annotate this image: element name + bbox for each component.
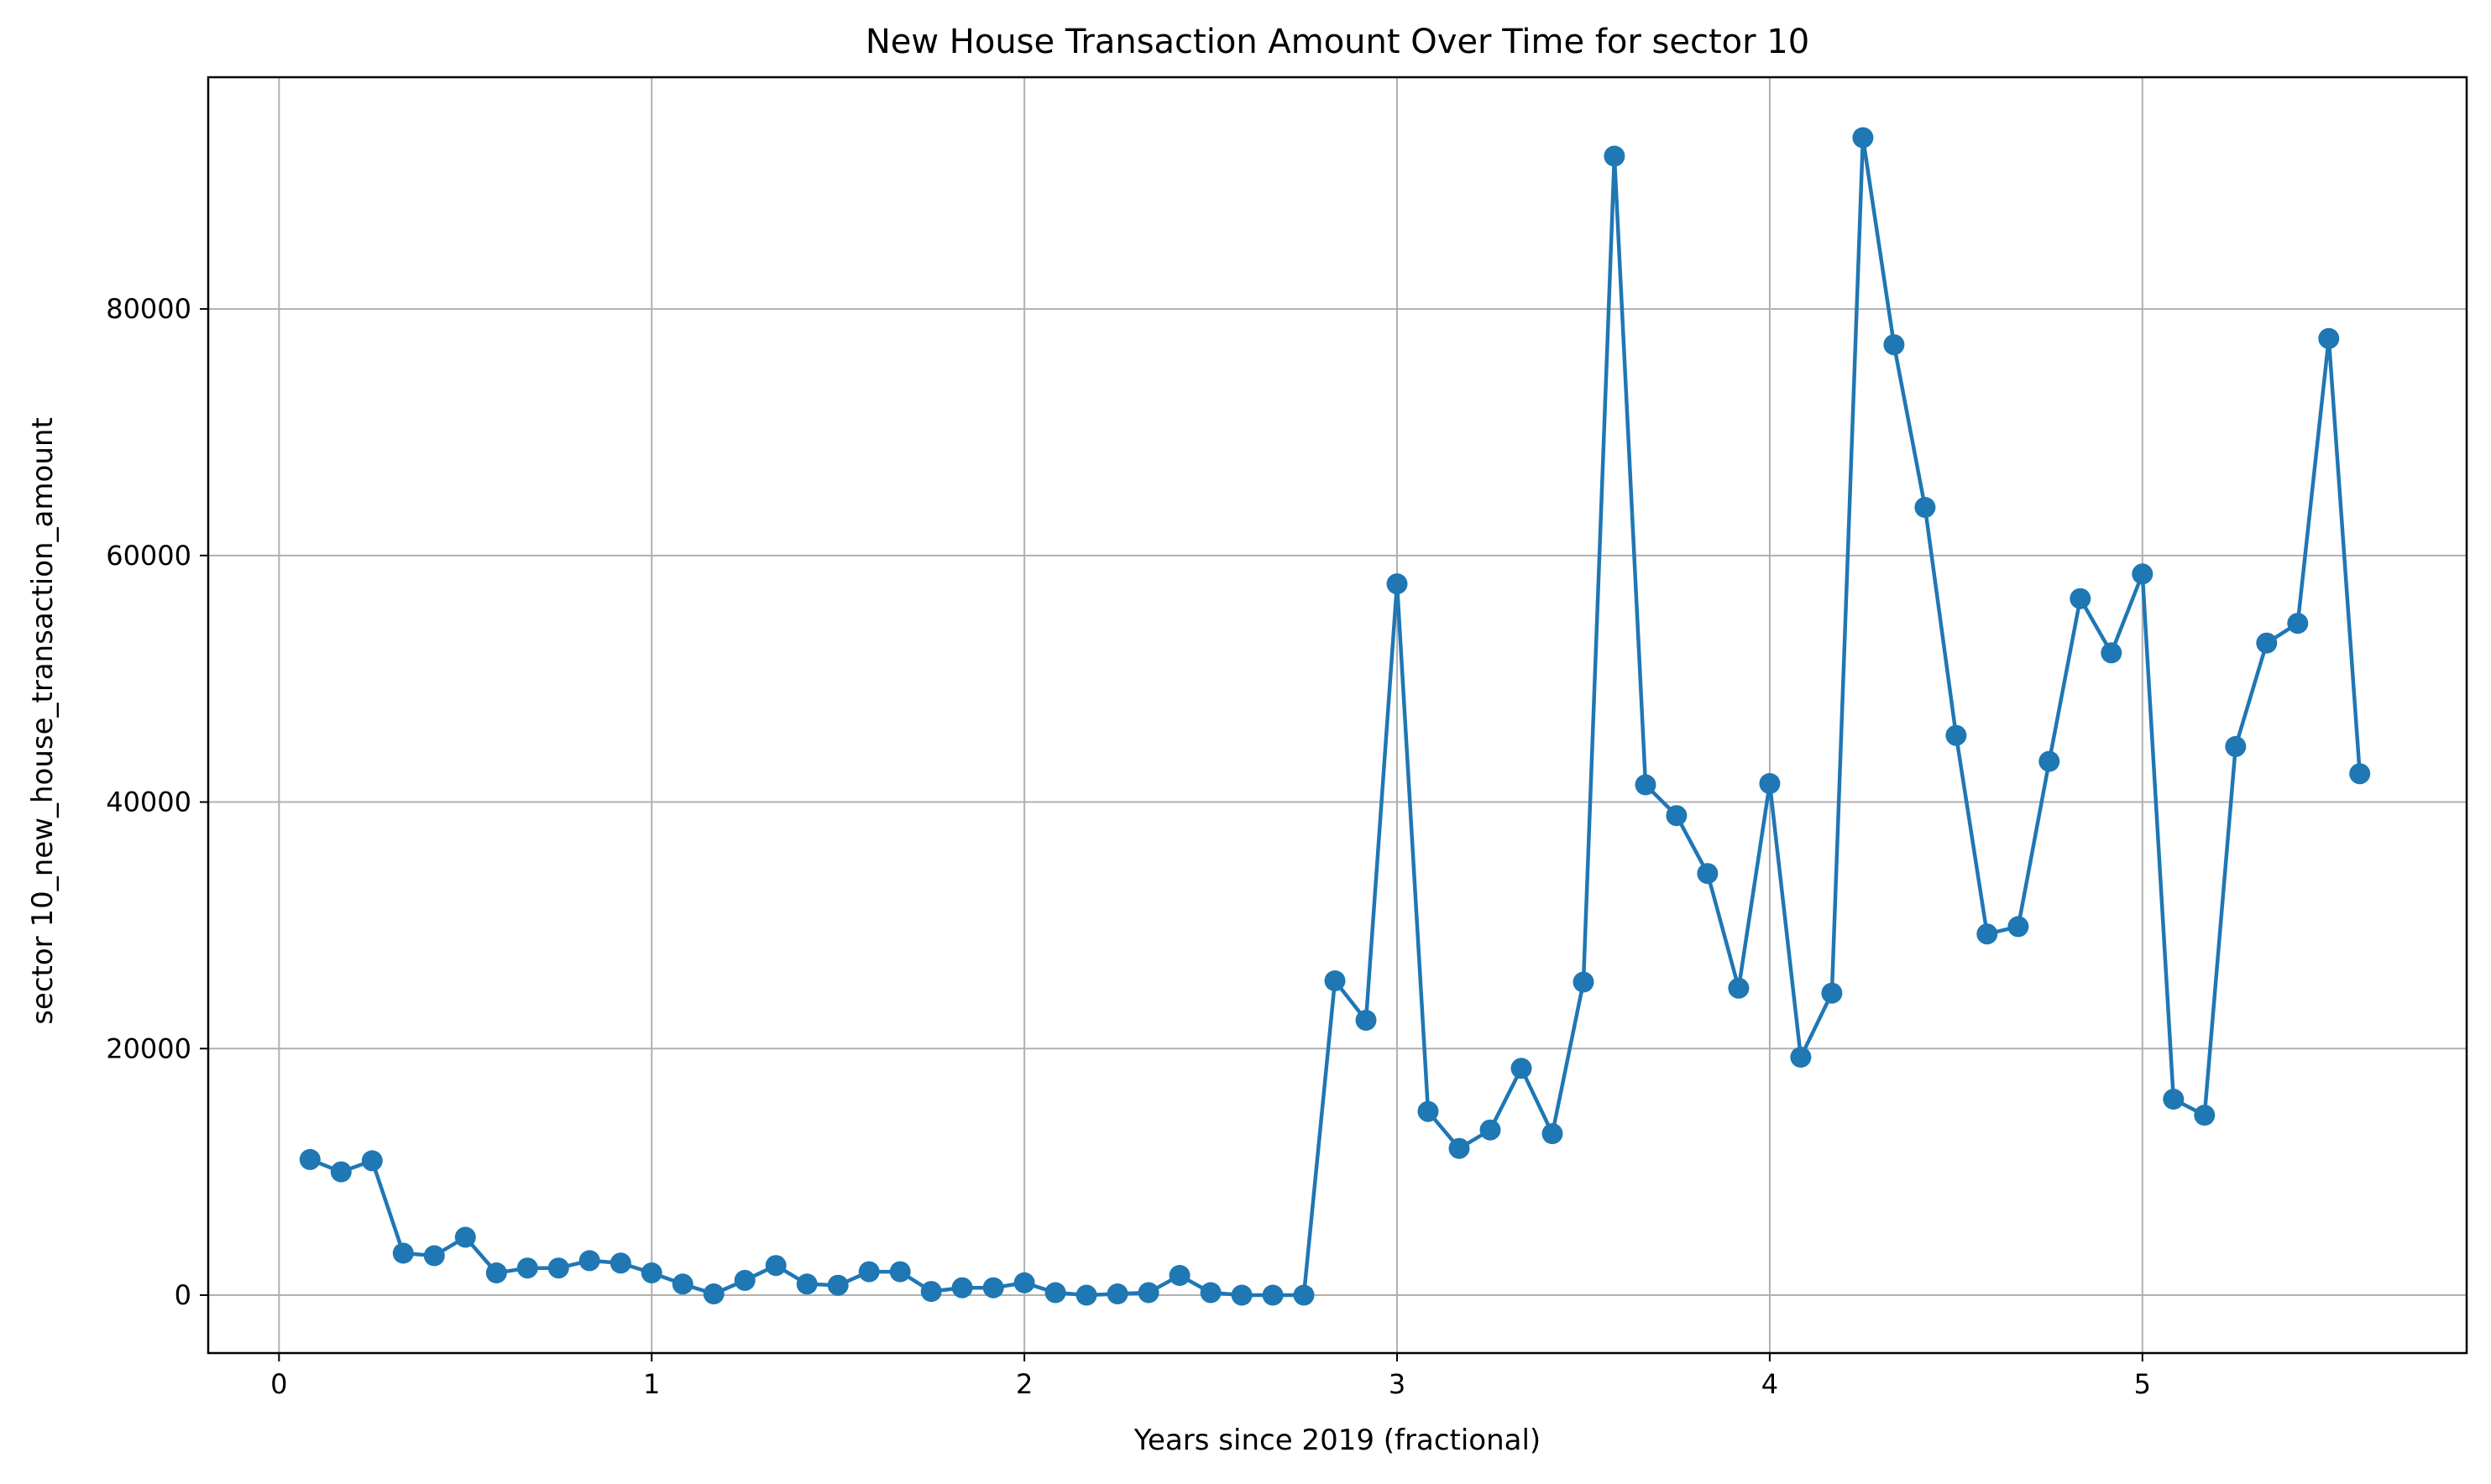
data-point	[1293, 1284, 1315, 1306]
data-point	[2163, 1089, 2185, 1110]
data-point	[1759, 773, 1781, 794]
data-point	[361, 1150, 383, 1172]
x-axis: 0 1 2 3 4 5	[270, 1353, 2151, 1400]
x-tick-label: 1	[643, 1368, 660, 1400]
data-point	[1728, 977, 1750, 999]
data-point	[2256, 632, 2278, 654]
data-point	[2007, 916, 2029, 938]
data-point	[454, 1226, 476, 1248]
y-tick-label: 40000	[106, 786, 191, 818]
data-point	[516, 1257, 538, 1279]
y-tick-label: 80000	[106, 293, 191, 325]
data-point	[1666, 805, 1688, 827]
data-point	[1138, 1282, 1159, 1304]
data-point	[2070, 588, 2091, 609]
grid-layer	[208, 77, 2467, 1353]
y-axis: 0 20000 40000 60000 80000	[106, 293, 208, 1311]
data-point	[1852, 127, 1874, 149]
data-point	[1821, 982, 1843, 1004]
data-point	[1169, 1265, 1191, 1286]
series-layer	[299, 127, 2371, 1306]
data-point	[951, 1277, 973, 1298]
data-point	[2132, 563, 2153, 585]
data-point	[2287, 613, 2309, 635]
data-point	[1697, 863, 1719, 885]
data-point	[485, 1262, 507, 1283]
data-point	[392, 1242, 414, 1264]
data-point	[2349, 763, 2371, 785]
data-point	[1976, 923, 1998, 945]
x-tick-label: 5	[2134, 1368, 2151, 1400]
data-point	[982, 1277, 1004, 1298]
data-point	[299, 1148, 321, 1170]
data-point	[2194, 1105, 2216, 1126]
data-point	[1790, 1047, 1812, 1068]
data-point	[1262, 1284, 1284, 1306]
data-point	[2038, 750, 2060, 772]
data-point	[1417, 1100, 1439, 1122]
x-tick-label: 2	[1016, 1368, 1033, 1400]
data-point	[1200, 1282, 1222, 1304]
data-point	[1013, 1272, 1035, 1293]
data-point	[1231, 1284, 1253, 1306]
data-point	[423, 1245, 445, 1267]
data-point	[330, 1161, 352, 1183]
data-point	[1604, 145, 1625, 167]
data-point	[1479, 1119, 1501, 1141]
data-point	[2101, 642, 2122, 664]
data-point	[1448, 1137, 1470, 1159]
y-tick-label: 60000	[106, 540, 191, 572]
data-point	[2318, 327, 2340, 349]
data-point	[610, 1252, 631, 1274]
data-point	[796, 1273, 818, 1295]
data-point	[827, 1274, 849, 1296]
data-point	[1573, 971, 1594, 993]
x-tick-label: 0	[270, 1368, 287, 1400]
y-tick-label: 20000	[106, 1032, 191, 1064]
data-point	[920, 1281, 942, 1303]
data-point	[1324, 970, 1346, 991]
x-axis-title: Years since 2019 (fractional)	[1133, 1424, 1541, 1457]
data-point	[703, 1283, 725, 1304]
data-point	[734, 1269, 756, 1291]
data-point	[1355, 1010, 1377, 1031]
data-point	[1883, 334, 1905, 356]
data-point	[641, 1262, 662, 1283]
y-axis-title: sector 10_new_house_transaction_amount	[26, 417, 60, 1025]
x-tick-label: 3	[1389, 1368, 1405, 1400]
data-point	[1945, 724, 1967, 746]
y-tick-label: 0	[175, 1279, 191, 1311]
data-point	[889, 1261, 911, 1283]
data-point	[1044, 1282, 1066, 1304]
data-point	[2225, 735, 2247, 757]
data-point	[1914, 497, 1936, 518]
data-point	[547, 1257, 569, 1279]
data-point	[672, 1273, 693, 1295]
data-point	[1635, 774, 1656, 796]
data-point	[765, 1255, 787, 1277]
data-point	[578, 1250, 600, 1272]
data-point	[1386, 573, 1408, 595]
plot-frame	[207, 76, 2468, 1355]
data-point	[858, 1261, 880, 1283]
x-tick-label: 4	[1761, 1368, 1778, 1400]
data-point	[1075, 1284, 1097, 1306]
data-point	[1541, 1123, 1563, 1145]
data-point	[1510, 1058, 1532, 1079]
chart-title: New House Transaction Amount Over Time f…	[866, 23, 1809, 61]
data-point	[1107, 1283, 1128, 1304]
